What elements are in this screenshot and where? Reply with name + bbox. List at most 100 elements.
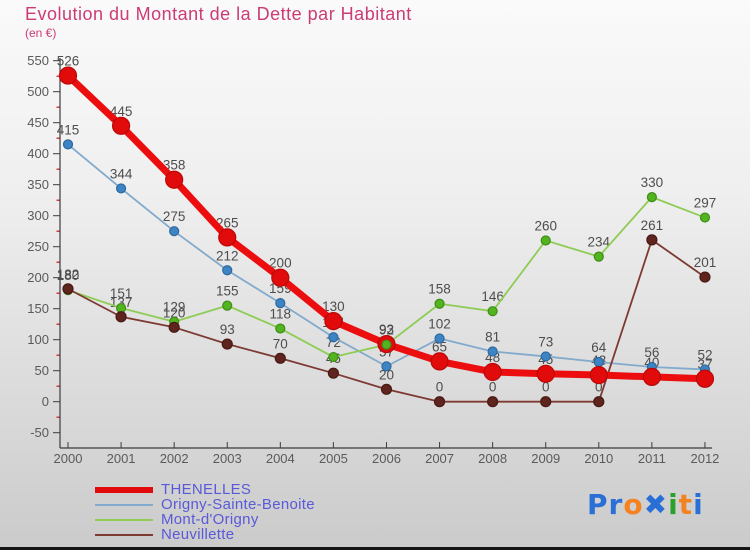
y-tick-label: 550 [27, 53, 49, 68]
legend-swatch [95, 503, 153, 506]
x-tick-label: 2000 [54, 451, 83, 466]
data-point [222, 300, 233, 311]
x-tick-label: 2005 [319, 451, 348, 466]
y-tick-label: 150 [27, 301, 49, 316]
y-tick-label: 250 [27, 239, 49, 254]
data-label: 0 [489, 380, 497, 395]
data-label: 261 [641, 218, 664, 233]
data-point [271, 268, 290, 287]
data-point [487, 396, 499, 408]
data-point [115, 183, 127, 194]
data-label: 297 [694, 196, 717, 211]
legend-swatch [95, 518, 153, 521]
legend-item-Origny-Sainte-Benoite: Origny-Sainte-Benoite [95, 497, 315, 512]
x-tick-label: 2003 [213, 451, 242, 466]
y-tick-label: 100 [27, 332, 49, 347]
data-point [540, 235, 551, 246]
logo-letter: P [587, 488, 609, 521]
data-label: 93 [220, 322, 235, 337]
data-point [62, 139, 74, 150]
logo-letter: i [693, 488, 704, 521]
data-point [699, 212, 711, 223]
legend-label: Origny-Sainte-Benoite [161, 496, 315, 513]
x-tick-label: 2012 [690, 451, 719, 466]
data-label: 65 [432, 339, 447, 354]
data-point [487, 306, 498, 317]
data-label: 201 [694, 255, 717, 270]
data-label: 200 [269, 256, 292, 271]
data-point [327, 367, 339, 379]
data-point [593, 251, 604, 262]
legend-label: Mont-d'Origny [161, 511, 259, 528]
data-point [218, 228, 237, 247]
logo-letter: o [623, 488, 644, 521]
data-point [324, 312, 343, 331]
series-THENELLES [58, 66, 715, 388]
logo-letter: ✖ [643, 488, 669, 521]
data-label: 0 [436, 380, 444, 395]
data-label: 64 [591, 340, 607, 355]
y-tick-label: 300 [27, 208, 49, 223]
data-point [221, 338, 233, 350]
data-point [168, 321, 180, 333]
data-point [165, 170, 184, 189]
data-label: 81 [485, 329, 500, 344]
data-label: 212 [216, 248, 239, 263]
data-label: 526 [57, 54, 80, 69]
data-label: 129 [163, 300, 186, 315]
data-label: 70 [273, 336, 288, 351]
y-tick-label: 450 [27, 115, 49, 130]
data-point [434, 333, 445, 344]
data-point [62, 283, 74, 295]
data-label: 155 [216, 284, 239, 299]
data-label: 0 [595, 380, 603, 395]
data-label: 73 [538, 334, 553, 349]
data-point [540, 396, 552, 408]
chart-subtitle: (en €) [25, 26, 57, 40]
data-point [593, 396, 605, 408]
data-point [540, 351, 551, 362]
data-point [483, 362, 502, 382]
y-tick-label: 0 [42, 394, 49, 409]
chart-title: Evolution du Montant de la Dette par Hab… [25, 4, 412, 24]
data-point [536, 364, 555, 383]
data-point [487, 346, 498, 357]
data-label: 0 [542, 380, 550, 395]
data-point [115, 311, 127, 323]
data-point [381, 361, 392, 372]
logo-letter: t [678, 488, 694, 521]
data-label: 120 [163, 305, 186, 320]
data-point [646, 192, 657, 203]
data-point [222, 265, 233, 276]
data-point [381, 339, 392, 350]
x-tick-label: 2002 [160, 451, 189, 466]
data-point [328, 332, 339, 343]
data-point [58, 66, 78, 85]
data-point [434, 298, 445, 309]
x-tick-label: 2008 [478, 451, 507, 466]
x-tick-label: 2007 [425, 451, 454, 466]
proxiti-logo: Pro✖iti [587, 488, 704, 521]
y-tick-label: 500 [27, 84, 49, 99]
x-tick-label: 2006 [372, 451, 401, 466]
x-tick-label: 2010 [584, 451, 613, 466]
data-label: 130 [322, 299, 345, 314]
data-point [275, 323, 286, 334]
data-point [593, 356, 604, 368]
data-point [646, 234, 658, 246]
x-tick-label: 2009 [531, 451, 560, 466]
data-label: 151 [110, 286, 133, 301]
data-label: 93 [379, 322, 394, 337]
data-label: 358 [163, 158, 186, 173]
data-point [642, 367, 661, 386]
legend-item-THENELLES: THENELLES [95, 482, 315, 497]
data-label: 146 [481, 289, 504, 304]
data-point [274, 352, 286, 364]
y-tick-label: 350 [27, 177, 49, 192]
data-label: 52 [697, 347, 712, 362]
data-point [111, 116, 131, 135]
x-tick-label: 2011 [638, 451, 666, 466]
data-label: 56 [644, 345, 659, 360]
